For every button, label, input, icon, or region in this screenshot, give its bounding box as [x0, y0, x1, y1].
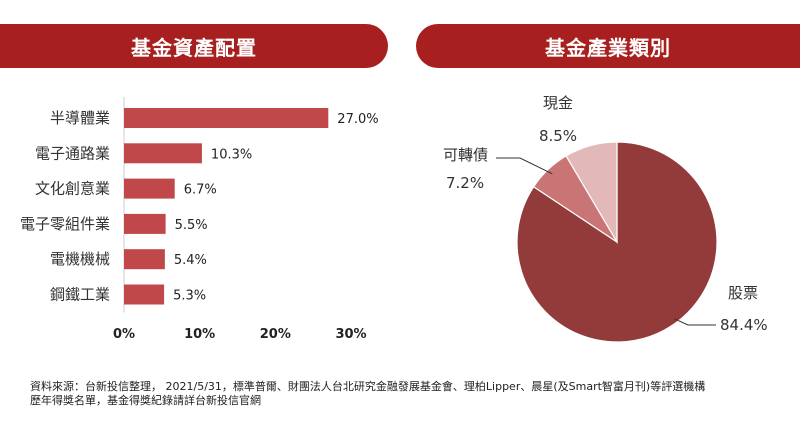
- bar-value-label: 27.0%: [337, 112, 378, 127]
- x-tick-label: 20%: [260, 327, 291, 342]
- bar: [124, 108, 329, 128]
- bar: [124, 249, 165, 270]
- bar-value-label: 5.4%: [174, 253, 207, 268]
- cash-slice-name: 現金: [543, 94, 573, 112]
- x-tick-label: 10%: [184, 327, 215, 342]
- bar-value-label: 5.5%: [175, 218, 208, 233]
- convertible-leader-line: [496, 157, 553, 175]
- category-label: 文化創意業: [35, 180, 110, 198]
- cash-slice-percent: 8.5%: [539, 127, 577, 145]
- asset-allocation-bar-chart: 半導體業 27.0% 電子通路業 10.3% 文化創意業 6.7% 電子零組件業 5.5% 電機…: [20, 97, 379, 342]
- bar: [124, 213, 166, 234]
- bar: [124, 143, 202, 164]
- source-footnote: 資料來源：台新投信整理， 2021/5/31，標準普爾、財團法人台北研究金融發展…: [30, 380, 790, 408]
- footnote-line-1: 資料來源：台新投信整理， 2021/5/31，標準普爾、財團法人台北研究金融發展…: [30, 380, 706, 393]
- convertible-slice-percent: 7.2%: [446, 174, 484, 192]
- stock-slice-name: 股票: [728, 284, 758, 302]
- convertible-slice-name: 可轉債: [443, 146, 488, 164]
- bar: [124, 284, 165, 305]
- x-tick-label: 0%: [113, 327, 135, 342]
- bar: [124, 178, 175, 199]
- category-label: 電子零組件業: [20, 215, 110, 233]
- industry-pie-chart: 股票 84.4% 可轉債 7.2% 現金 8.5%: [443, 94, 768, 343]
- asset-allocation-title: 基金資產配置: [0, 24, 388, 68]
- industry-category-title: 基金產業類別: [416, 24, 800, 68]
- pie-slice: [565, 141, 618, 245]
- category-label: 半導體業: [50, 109, 110, 127]
- category-label: 鋼鐵工業: [50, 286, 110, 304]
- category-label: 電機機械: [50, 250, 110, 268]
- bar-value-label: 10.3%: [211, 147, 252, 162]
- bar-value-label: 5.3%: [173, 289, 206, 304]
- x-tick-label: 30%: [335, 327, 366, 342]
- category-label: 電子通路業: [35, 144, 110, 162]
- stock-leader-line: [674, 318, 716, 326]
- footnote-line-2: 歷年得獎名單，基金得獎紀錄請詳台新投信官網: [30, 394, 261, 407]
- bar-value-label: 6.7%: [184, 183, 217, 198]
- stock-slice-percent: 84.4%: [720, 316, 768, 334]
